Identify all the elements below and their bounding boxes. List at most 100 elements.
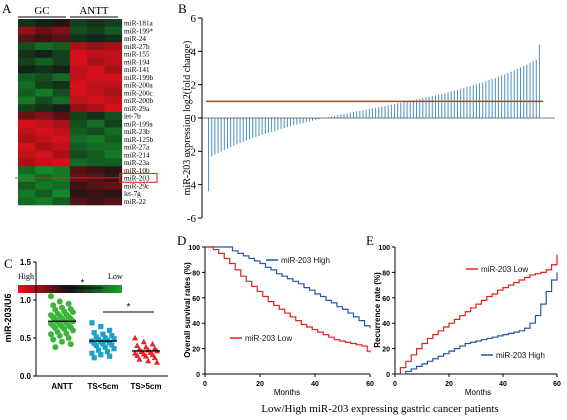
heatmap-cell [18,119,36,128]
heatmap-cell [69,135,88,144]
heatmap-cell [52,112,71,121]
heatmap-cell [52,88,71,97]
panelD-ytick-label: 20 [192,347,200,354]
heatmap-cell [18,181,36,190]
panel-c-point-ts-small [109,342,115,348]
heatmap-row-label: miR-10b [124,167,150,175]
heatmap-row-label: miR-155 [124,51,150,59]
panel-d-xlabel: Months [274,388,300,397]
panel-c-point-ts-large [149,340,156,347]
heatmap-cell [69,150,88,159]
panel-c-point-antt [61,325,68,332]
heatmap-cell [104,112,123,121]
panelE-ytick-label: 60 [382,296,390,303]
panel-b-ytick-label: -6 [187,213,197,225]
heatmap [15,19,158,206]
heatmap-row-label: miR-199* [124,27,154,35]
panel-c-point-ts-small [107,327,113,333]
panel-b-ylabel: miR-203 expression log2(fold change) [182,41,193,196]
heatmap-row-labels: miR-181amiR-199*miR-24miR-27bmiR-155miR-… [124,20,154,206]
heatmap-cell [35,42,53,51]
heatmap-cell [104,119,123,128]
heatmap-cell [35,119,53,128]
panel-d-label: D [177,233,186,248]
heatmap-cell [18,104,36,113]
heatmap-cell [18,158,36,167]
panelE-curve [395,254,558,375]
panel-a-label: A [2,1,12,16]
heatmap-cell [18,150,36,159]
panel-b-ytick-label: -4 [187,180,197,192]
heatmap-color-legend [18,285,122,293]
panelD-ytick-label: 80 [192,270,200,277]
heatmap-cell [35,34,53,43]
heatmap-cell [104,19,123,28]
heatmap-cell [87,81,105,90]
panel-c-point-antt [48,331,54,338]
heatmap-cell [87,34,105,43]
heatmap-cell [104,57,123,66]
panel-c-point-antt [50,336,57,343]
heatmap-cell [87,65,105,74]
panel-c-point-antt [56,298,63,305]
panelD-xtick-label: 40 [311,381,319,388]
heatmap-row-label: miR-29a [124,105,150,113]
heatmap-cell [69,34,88,43]
panel-c-point-ts-large [136,356,143,362]
heatmap-cell [87,150,105,159]
panel-c-point-antt [65,335,72,341]
panel-c-point-ts-small [102,344,108,350]
heatmap-cell [69,197,88,206]
heatmap-cell [35,189,53,198]
heatmap-cell [35,50,53,59]
heatmap-cell [87,189,105,198]
heatmap-cell [52,119,71,128]
heatmap-cell [18,143,36,152]
heatmap-cell [18,189,36,198]
panel-b-ytick-label: 6 [191,13,197,25]
heatmap-cell [35,81,53,90]
panel-b-ytick-label: 2 [191,80,197,92]
heatmap-cell [35,143,53,152]
heatmap-cell [69,158,88,167]
heatmap-cell [18,88,36,97]
heatmap-cell [52,104,71,113]
heatmap-row-label: miR-200c [124,89,153,97]
heatmap-cell [69,166,88,175]
heatmap-cell [104,34,123,43]
panel-c-category-label: TS<5cm [88,382,119,391]
panel-c-point-ts-large [154,359,160,365]
heatmap-cell [52,50,71,59]
panelE-xtick-label: 60 [553,381,561,388]
panelE-legend-label: miR-203 Low [481,265,528,274]
heatmap-cell [18,42,36,51]
heatmap-cell [35,26,53,35]
panel-c-point-antt [52,344,59,351]
panel-c-ylabel: miR-203/U6 [3,293,13,342]
panel-c-point-ts-small [91,330,97,336]
heatmap-cell [87,181,105,190]
heatmap-cell [87,88,105,97]
panelD-ytick-label: 0 [196,372,200,379]
panel-c-point-ts-small [96,347,102,353]
heatmap-cell [87,112,105,121]
heatmap-cell [18,34,36,43]
panelD-legend-label: miR-203 High [281,256,330,265]
panelD-curve [205,246,371,353]
heatmap-cell [87,127,105,136]
heatmap-cell [87,57,105,66]
heatmap-cell [18,26,36,35]
panelD-xtick-label: 0 [203,381,207,388]
heatmap-cell [69,104,88,113]
heatmap-row-label: miR-200a [124,82,154,90]
heatmap-cell [87,104,105,113]
panel-c-point-ts-small [109,333,115,339]
heatmap-cell [18,112,36,121]
heatmap-cell [87,158,105,167]
heatmap-row-label: miR-125b [124,136,154,144]
heatmap-cell [87,26,105,35]
heatmap-cell [104,143,123,152]
heatmap-cell [87,73,105,82]
panelD-legend-label: miR-203 Low [245,334,292,343]
heatmap-row-label: miR-27b [124,43,150,51]
